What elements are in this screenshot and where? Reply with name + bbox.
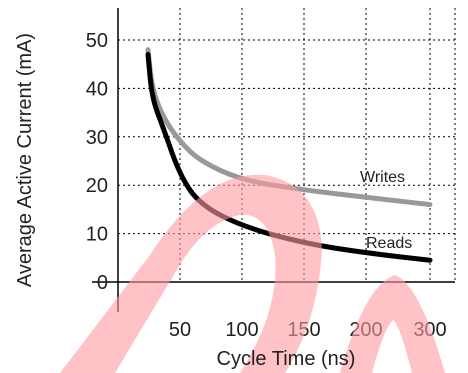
y-tick-label: 40 [86,78,108,100]
tick-labels: 0102030405050100150200300 [86,30,447,341]
y-tick-label: 20 [86,175,108,197]
series-line-reads [145,52,433,263]
watermark-logo [60,174,445,373]
watermark-peak [340,275,445,373]
y-tick-label: 50 [86,30,108,52]
x-tick-label: 100 [225,319,258,341]
y-tick-label: 30 [86,127,108,149]
series-label-writes: Writes [360,169,405,186]
grid [118,8,455,283]
y-tick-label: 10 [86,224,108,246]
y-tick-label: 0 [97,272,108,294]
y-axis-title: Average Active Current (mA) [14,33,36,287]
watermark-arch [60,174,322,373]
series: Writes Reads [145,47,433,263]
x-tick-label: 50 [169,319,191,341]
x-axis-title: Cycle Time (ns) [217,348,356,370]
series-label-reads: Reads [366,235,412,252]
